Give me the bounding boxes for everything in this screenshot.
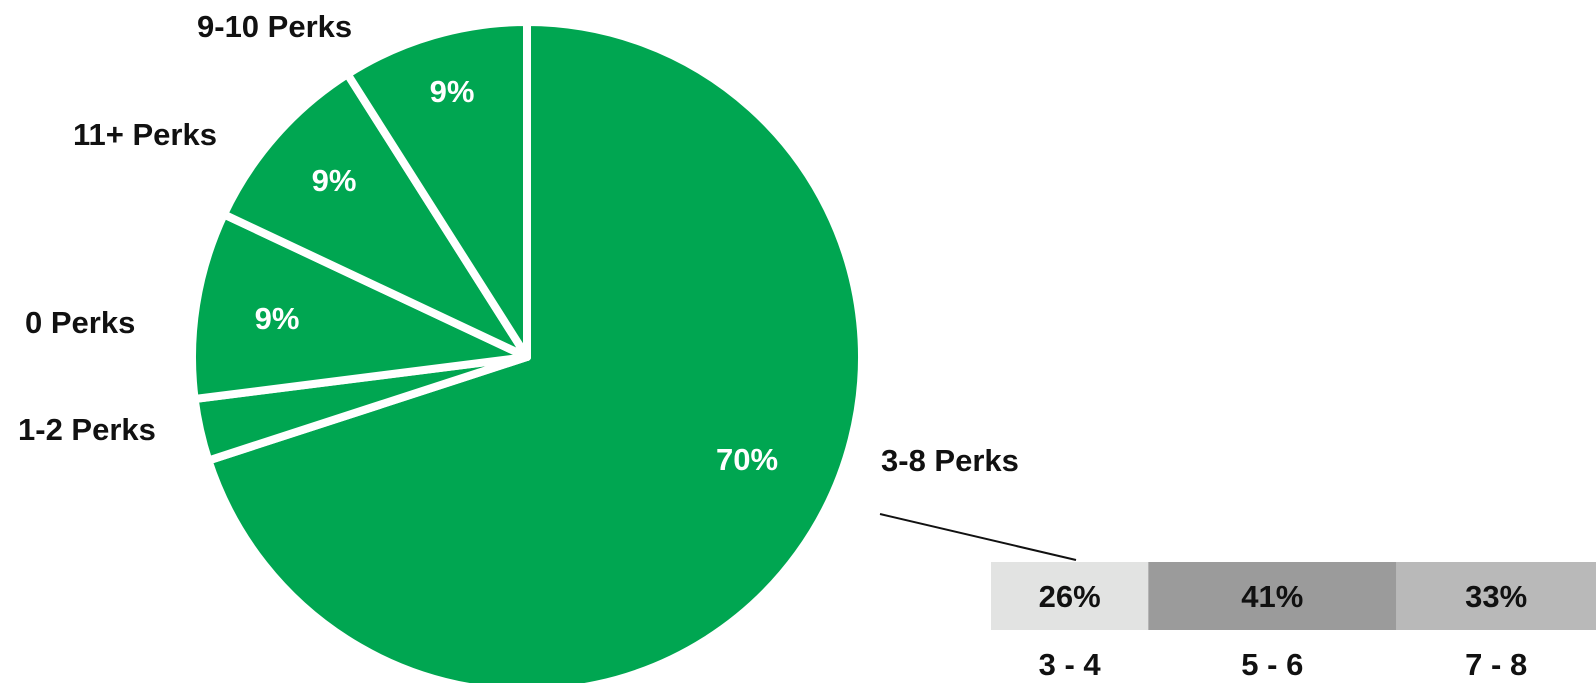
- category-label-0-perks: 0 Perks: [25, 305, 135, 340]
- breakdown-value-label-7-8: 33%: [1465, 579, 1527, 614]
- breakdown-value-label-5-6: 41%: [1241, 579, 1303, 614]
- pie-slice-3-8-perks: [204, 18, 866, 683]
- breakdown-value-label-3-4: 26%: [1039, 579, 1101, 614]
- category-label-1-2-perks: 1-2 Perks: [18, 412, 156, 447]
- breakdown-range-label-7-8: 7 - 8: [1465, 647, 1527, 682]
- breakdown-range-label-5-6: 5 - 6: [1241, 647, 1303, 682]
- breakdown-range-label-3-4: 3 - 4: [1039, 647, 1102, 682]
- pie-chart: 70% 3-8 Perks 1-2 Perks 9% 0 Perks 9% 11+ Perk…: [18, 9, 1019, 683]
- slice-value-label-3-8-perks: 70%: [716, 442, 778, 477]
- breakdown-segment-3-4: [991, 562, 1149, 630]
- slice-value-label-9-10-perks: 9%: [430, 74, 475, 109]
- breakdown-connector-line: [879, 513, 1077, 561]
- pie-slice-0-perks: [188, 210, 531, 403]
- pie-slice-11plus-perks: [219, 70, 531, 361]
- slice-value-label-11plus-perks: 9%: [312, 163, 357, 198]
- slice-value-label-0-perks: 9%: [255, 301, 300, 336]
- pie-slice-9-10-perks: [343, 18, 531, 361]
- breakdown-segment-7-8: [1396, 562, 1596, 630]
- category-label-9-10-perks: 9-10 Perks: [197, 9, 352, 44]
- breakdown-bar: 26% 3 - 4 41% 5 - 6 33% 7 - 8: [991, 562, 1596, 682]
- breakdown-segment-5-6: [1148, 562, 1397, 630]
- category-label-11plus-perks: 11+ Perks: [73, 117, 217, 152]
- category-label-3-8-perks: 3-8 Perks: [881, 443, 1019, 478]
